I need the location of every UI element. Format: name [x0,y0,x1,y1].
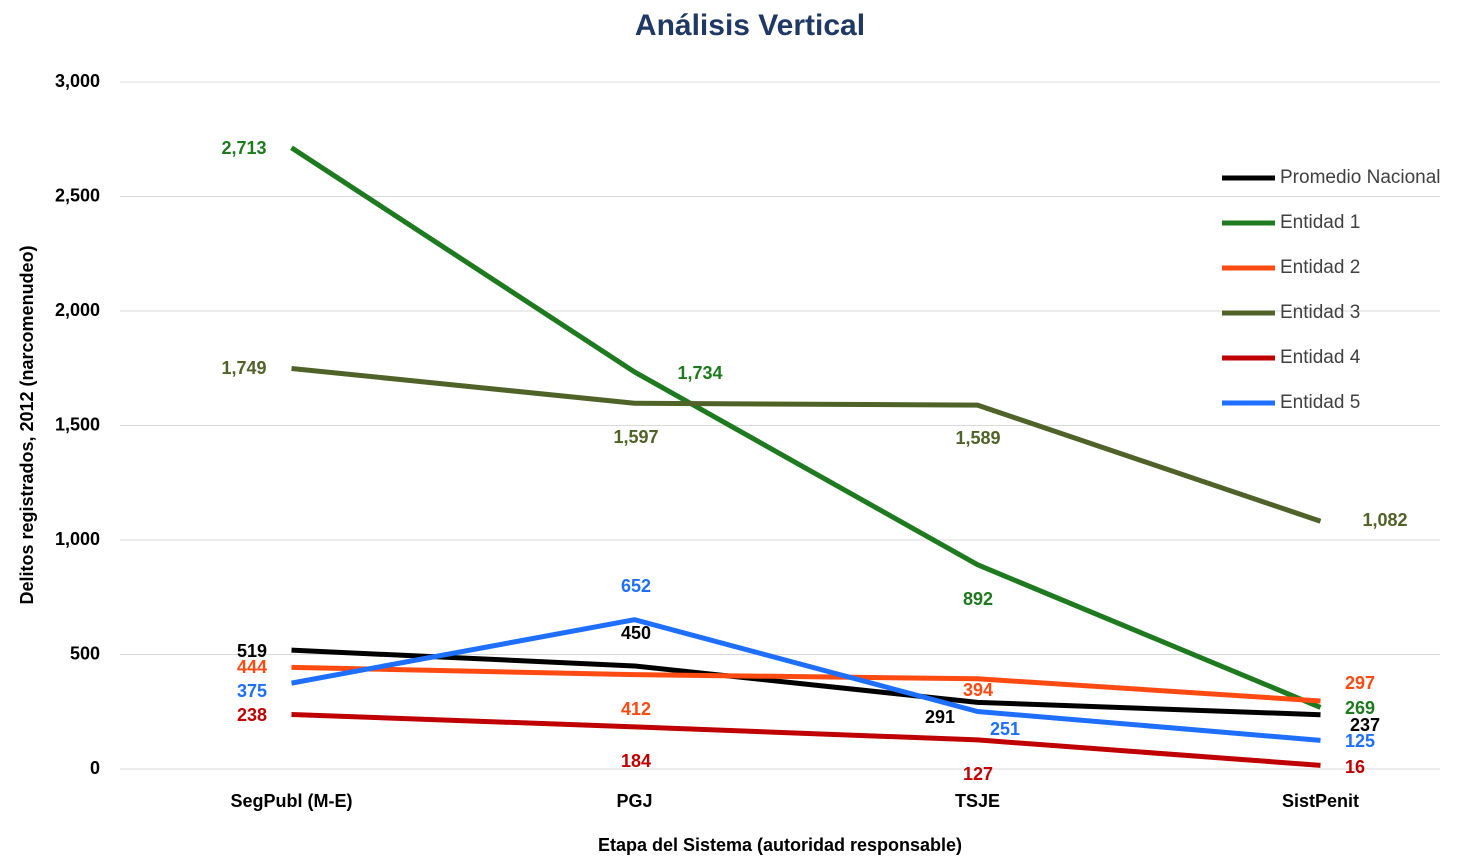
y-tick-label: 1,000 [55,529,100,549]
data-label: 519 [237,641,267,661]
data-label: 652 [621,576,651,596]
data-label: 1,597 [613,427,658,447]
series-line [290,145,1322,710]
data-label: 251 [990,719,1020,739]
data-label: 238 [237,705,267,725]
x-tick-label: SegPubl (M-E) [231,791,353,811]
data-label: 291 [925,707,955,727]
data-label: 1,589 [955,428,1000,448]
x-tick-label: SistPenit [1282,791,1359,811]
y-tick-label: 0 [90,758,100,778]
legend-label: Promedio Nacional [1280,167,1441,188]
series-line [291,647,1321,718]
x-tick-label: PGJ [616,791,652,811]
series-line [291,711,1321,768]
data-label: 375 [237,681,267,701]
legend-label: Entidad 5 [1280,392,1360,413]
legend-label: Entidad 3 [1280,302,1360,323]
series-line [291,664,1321,704]
data-label: 2,713 [221,138,266,158]
legend-label: Entidad 2 [1280,257,1360,278]
data-label: 1,734 [677,363,722,383]
legend-label: Entidad 4 [1280,347,1361,368]
x-axis-label: Etapa del Sistema (autoridad responsable… [598,835,962,855]
data-label: 394 [963,680,993,700]
y-tick-label: 1,500 [55,414,100,434]
data-label: 412 [621,699,651,719]
data-label: 450 [621,623,651,643]
y-tick-label: 2,500 [55,185,100,205]
data-label: 297 [1345,673,1375,693]
y-tick-label: 2,000 [55,300,100,320]
data-label: 16 [1345,757,1365,777]
data-label: 127 [963,764,993,784]
y-tick-label: 500 [70,643,100,663]
y-axis-label: Delitos registrados, 2012 (narcomenudeo) [17,245,37,604]
y-tick-label: 3,000 [55,71,100,91]
legend-label: Entidad 1 [1280,212,1360,233]
data-label: 1,082 [1362,510,1407,530]
data-label: 1,749 [221,358,266,378]
data-label: 444 [237,657,267,677]
data-label: 269 [1345,698,1375,718]
series-line [291,617,1321,743]
data-label: 892 [963,589,993,609]
data-label: 125 [1345,731,1375,751]
data-label: 184 [621,751,651,771]
data-label: 237 [1350,715,1380,735]
x-tick-label: TSJE [955,791,1000,811]
series-line [291,365,1322,524]
chart-title: Análisis Vertical [635,9,865,42]
